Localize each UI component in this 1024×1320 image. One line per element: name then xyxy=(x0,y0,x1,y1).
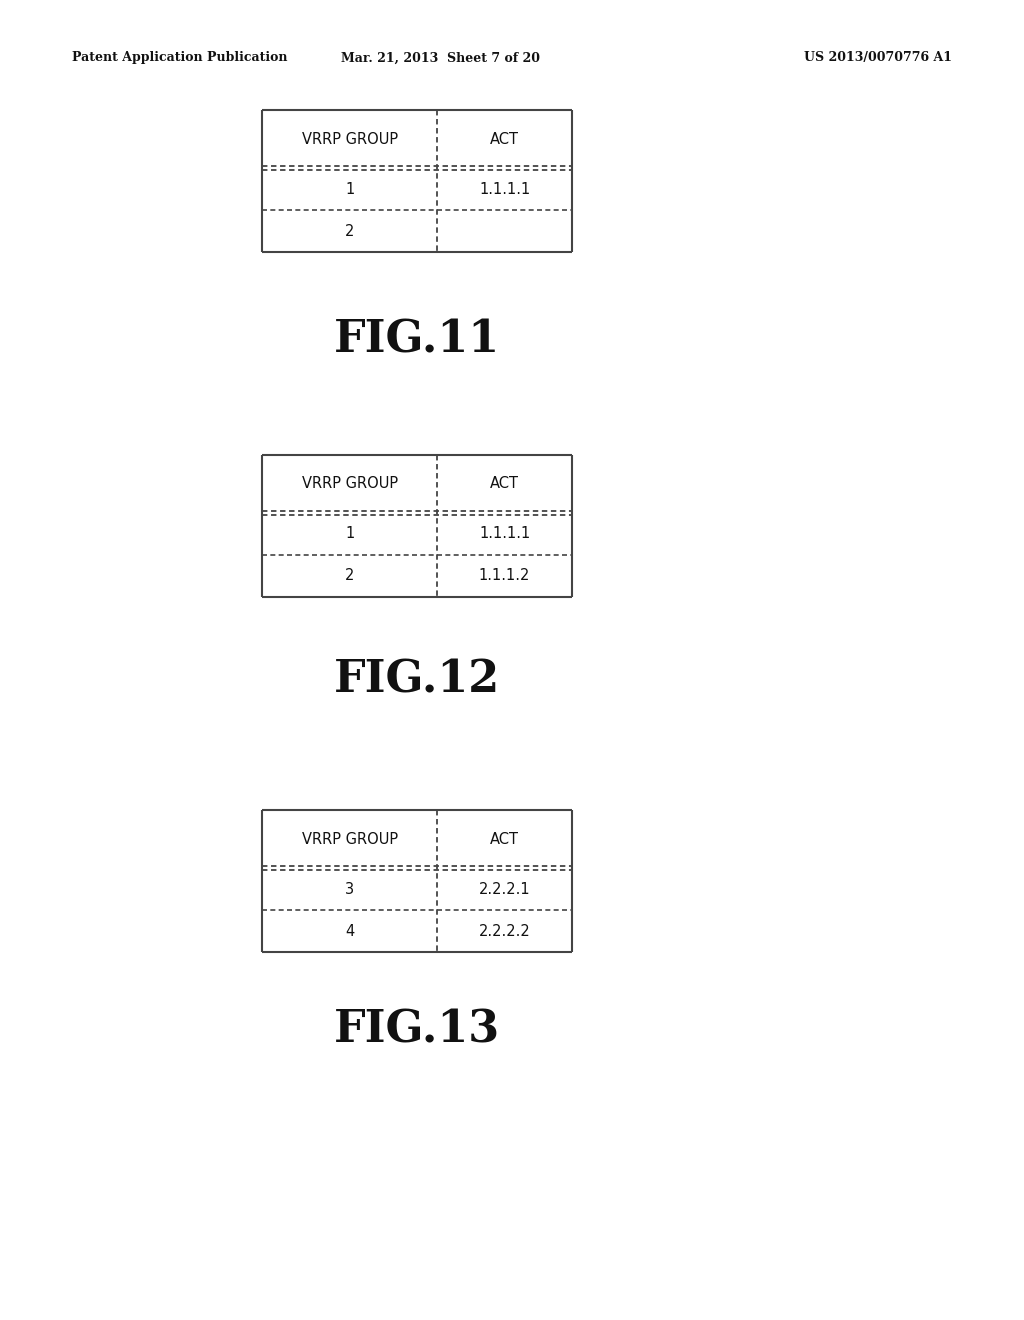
Text: 1.1.1.1: 1.1.1.1 xyxy=(479,181,530,197)
Text: 3: 3 xyxy=(345,882,354,896)
Text: ACT: ACT xyxy=(490,477,519,491)
Text: US 2013/0070776 A1: US 2013/0070776 A1 xyxy=(804,51,952,65)
Text: 2: 2 xyxy=(345,223,354,239)
Text: 1.1.1.2: 1.1.1.2 xyxy=(479,569,530,583)
Text: 2.2.2.1: 2.2.2.1 xyxy=(479,882,530,896)
Text: ACT: ACT xyxy=(490,832,519,846)
Text: 4: 4 xyxy=(345,924,354,939)
Text: VRRP GROUP: VRRP GROUP xyxy=(301,832,397,846)
Text: FIG.12: FIG.12 xyxy=(334,659,500,701)
Text: FIG.13: FIG.13 xyxy=(334,1008,500,1052)
Text: 1: 1 xyxy=(345,527,354,541)
Text: 2: 2 xyxy=(345,569,354,583)
Text: Mar. 21, 2013  Sheet 7 of 20: Mar. 21, 2013 Sheet 7 of 20 xyxy=(341,51,540,65)
Text: Patent Application Publication: Patent Application Publication xyxy=(72,51,288,65)
Text: ACT: ACT xyxy=(490,132,519,147)
Text: VRRP GROUP: VRRP GROUP xyxy=(301,132,397,147)
Text: FIG.11: FIG.11 xyxy=(334,318,500,362)
Text: 1.1.1.1: 1.1.1.1 xyxy=(479,527,530,541)
Text: VRRP GROUP: VRRP GROUP xyxy=(301,477,397,491)
Text: 1: 1 xyxy=(345,181,354,197)
Text: 2.2.2.2: 2.2.2.2 xyxy=(478,924,530,939)
